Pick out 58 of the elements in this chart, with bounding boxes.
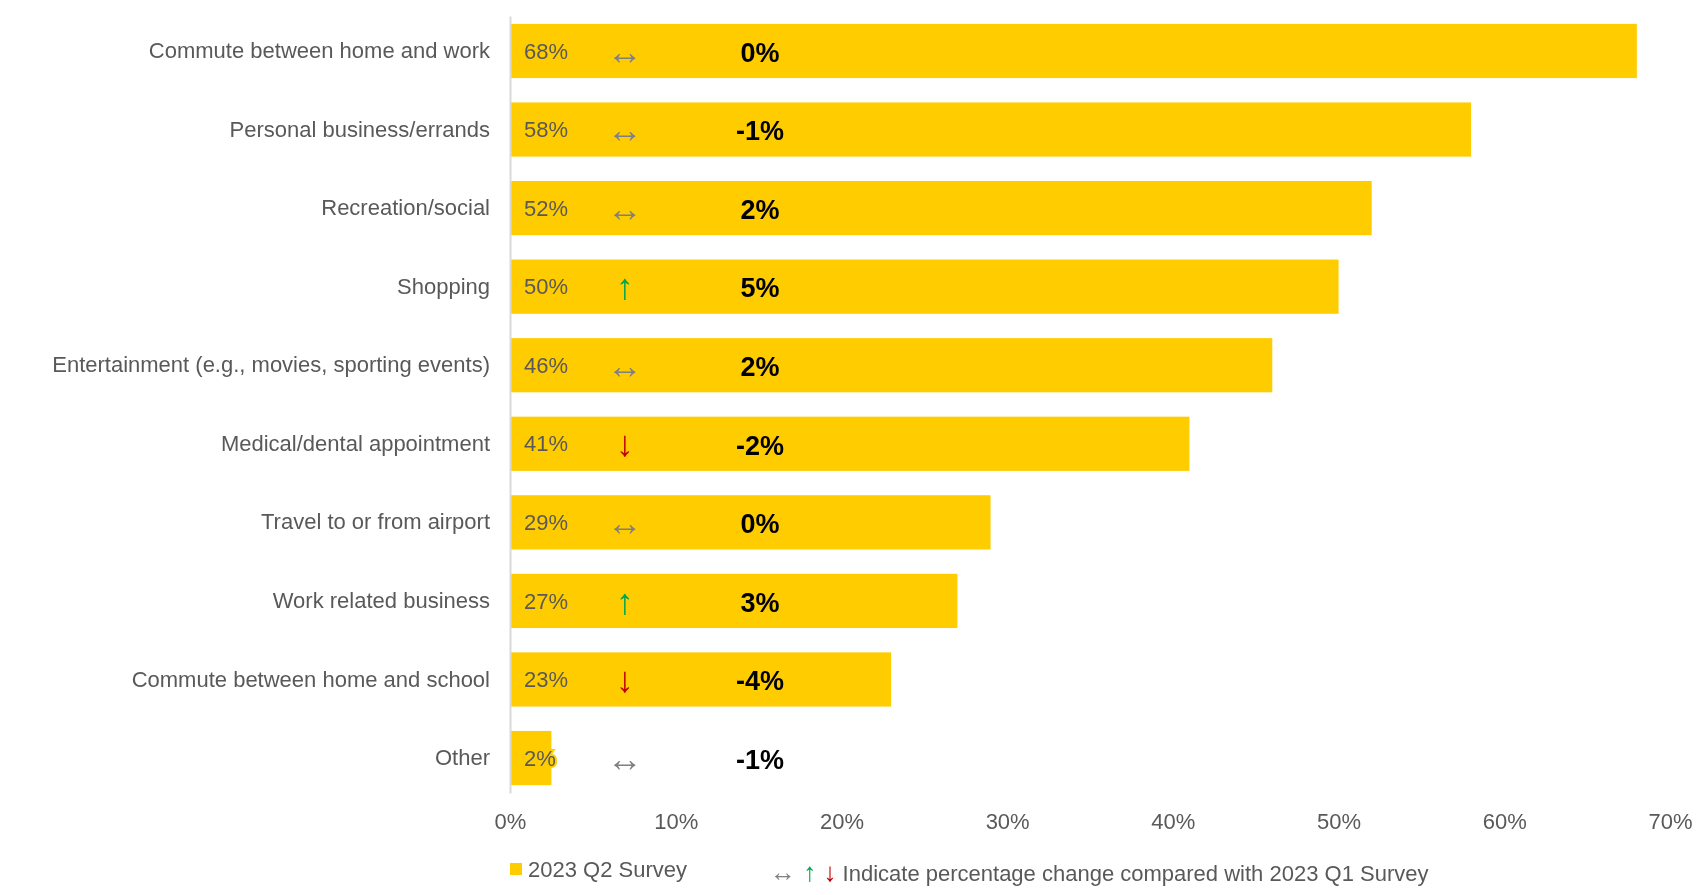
- y-tick-label: Commute between home and school: [131, 666, 490, 692]
- y-tick-label: Shopping: [397, 273, 490, 299]
- annotation: ↑: [616, 580, 634, 622]
- annotation: 2%: [740, 352, 780, 383]
- annotation: 5%: [740, 273, 780, 304]
- y-tick-label: Recreation/social: [321, 195, 490, 221]
- annotation: 0%: [740, 37, 780, 68]
- x-tick-label: 30%: [985, 808, 1030, 834]
- x-tick-label: 0%: [494, 808, 527, 834]
- x-tick-label: 10%: [654, 808, 699, 834]
- bar: [510, 23, 1637, 79]
- y-tick-label: Medical/dental appointment: [220, 430, 490, 456]
- y-tick-label: Commute between home and work: [148, 38, 491, 63]
- bar: [510, 259, 1339, 314]
- data-label: 41%: [524, 431, 569, 457]
- data-label: 23%: [524, 667, 569, 693]
- annotation: ↓: [616, 423, 634, 465]
- annotation: -4%: [735, 666, 785, 697]
- bar: [510, 102, 1472, 157]
- bar: [510, 652, 892, 707]
- legend-label: 2023 Q2 Survey: [528, 857, 687, 882]
- y-tick-label: Other: [434, 745, 490, 771]
- data-label: 52%: [524, 195, 569, 221]
- x-tick-label: 50%: [1317, 808, 1362, 834]
- x-tick-label: 60%: [1482, 808, 1527, 834]
- x-tick-label: 70%: [1648, 808, 1693, 834]
- y-tick-label: Entertainment (e.g., movies, sporting events): [52, 352, 490, 378]
- annotation: 0%: [740, 509, 780, 540]
- annotation: ↓: [616, 659, 634, 701]
- y-tick-label: Personal business/errands: [229, 116, 490, 142]
- x-tick-label: 20%: [819, 808, 864, 834]
- bar: [510, 495, 991, 550]
- bar: [510, 416, 1190, 471]
- annotation: ↔: [607, 501, 643, 543]
- annotation: ↔: [607, 187, 643, 229]
- annotation: -1%: [735, 744, 785, 775]
- data-label: 27%: [524, 588, 569, 614]
- y-tick-label: Travel to or from airport: [260, 509, 490, 535]
- annotation: ↔: [607, 30, 643, 72]
- data-label: 46%: [524, 352, 569, 378]
- annotation: -2%: [735, 430, 785, 461]
- text: ↔ ↑ ↓ Indicate percentage change compared with 2023 Q1 Survey: [770, 857, 1429, 887]
- data-label: 50%: [524, 274, 569, 300]
- bar: [510, 573, 958, 629]
- data-label: 68%: [524, 38, 569, 64]
- annotation: -1%: [735, 116, 785, 147]
- bar: [510, 180, 1372, 236]
- data-label: 58%: [524, 117, 569, 143]
- y-tick-label: Work related business: [272, 587, 490, 613]
- annotation: 3%: [740, 587, 780, 618]
- annotation: ↔: [607, 737, 643, 779]
- annotation: ↔: [607, 109, 643, 151]
- data-label: 29%: [524, 510, 569, 536]
- annotation: 2%: [740, 194, 780, 225]
- bar: [510, 338, 1273, 393]
- x-tick-label: 40%: [1151, 808, 1196, 834]
- annotation: ↔: [607, 344, 643, 386]
- annotation: ↑: [616, 266, 634, 308]
